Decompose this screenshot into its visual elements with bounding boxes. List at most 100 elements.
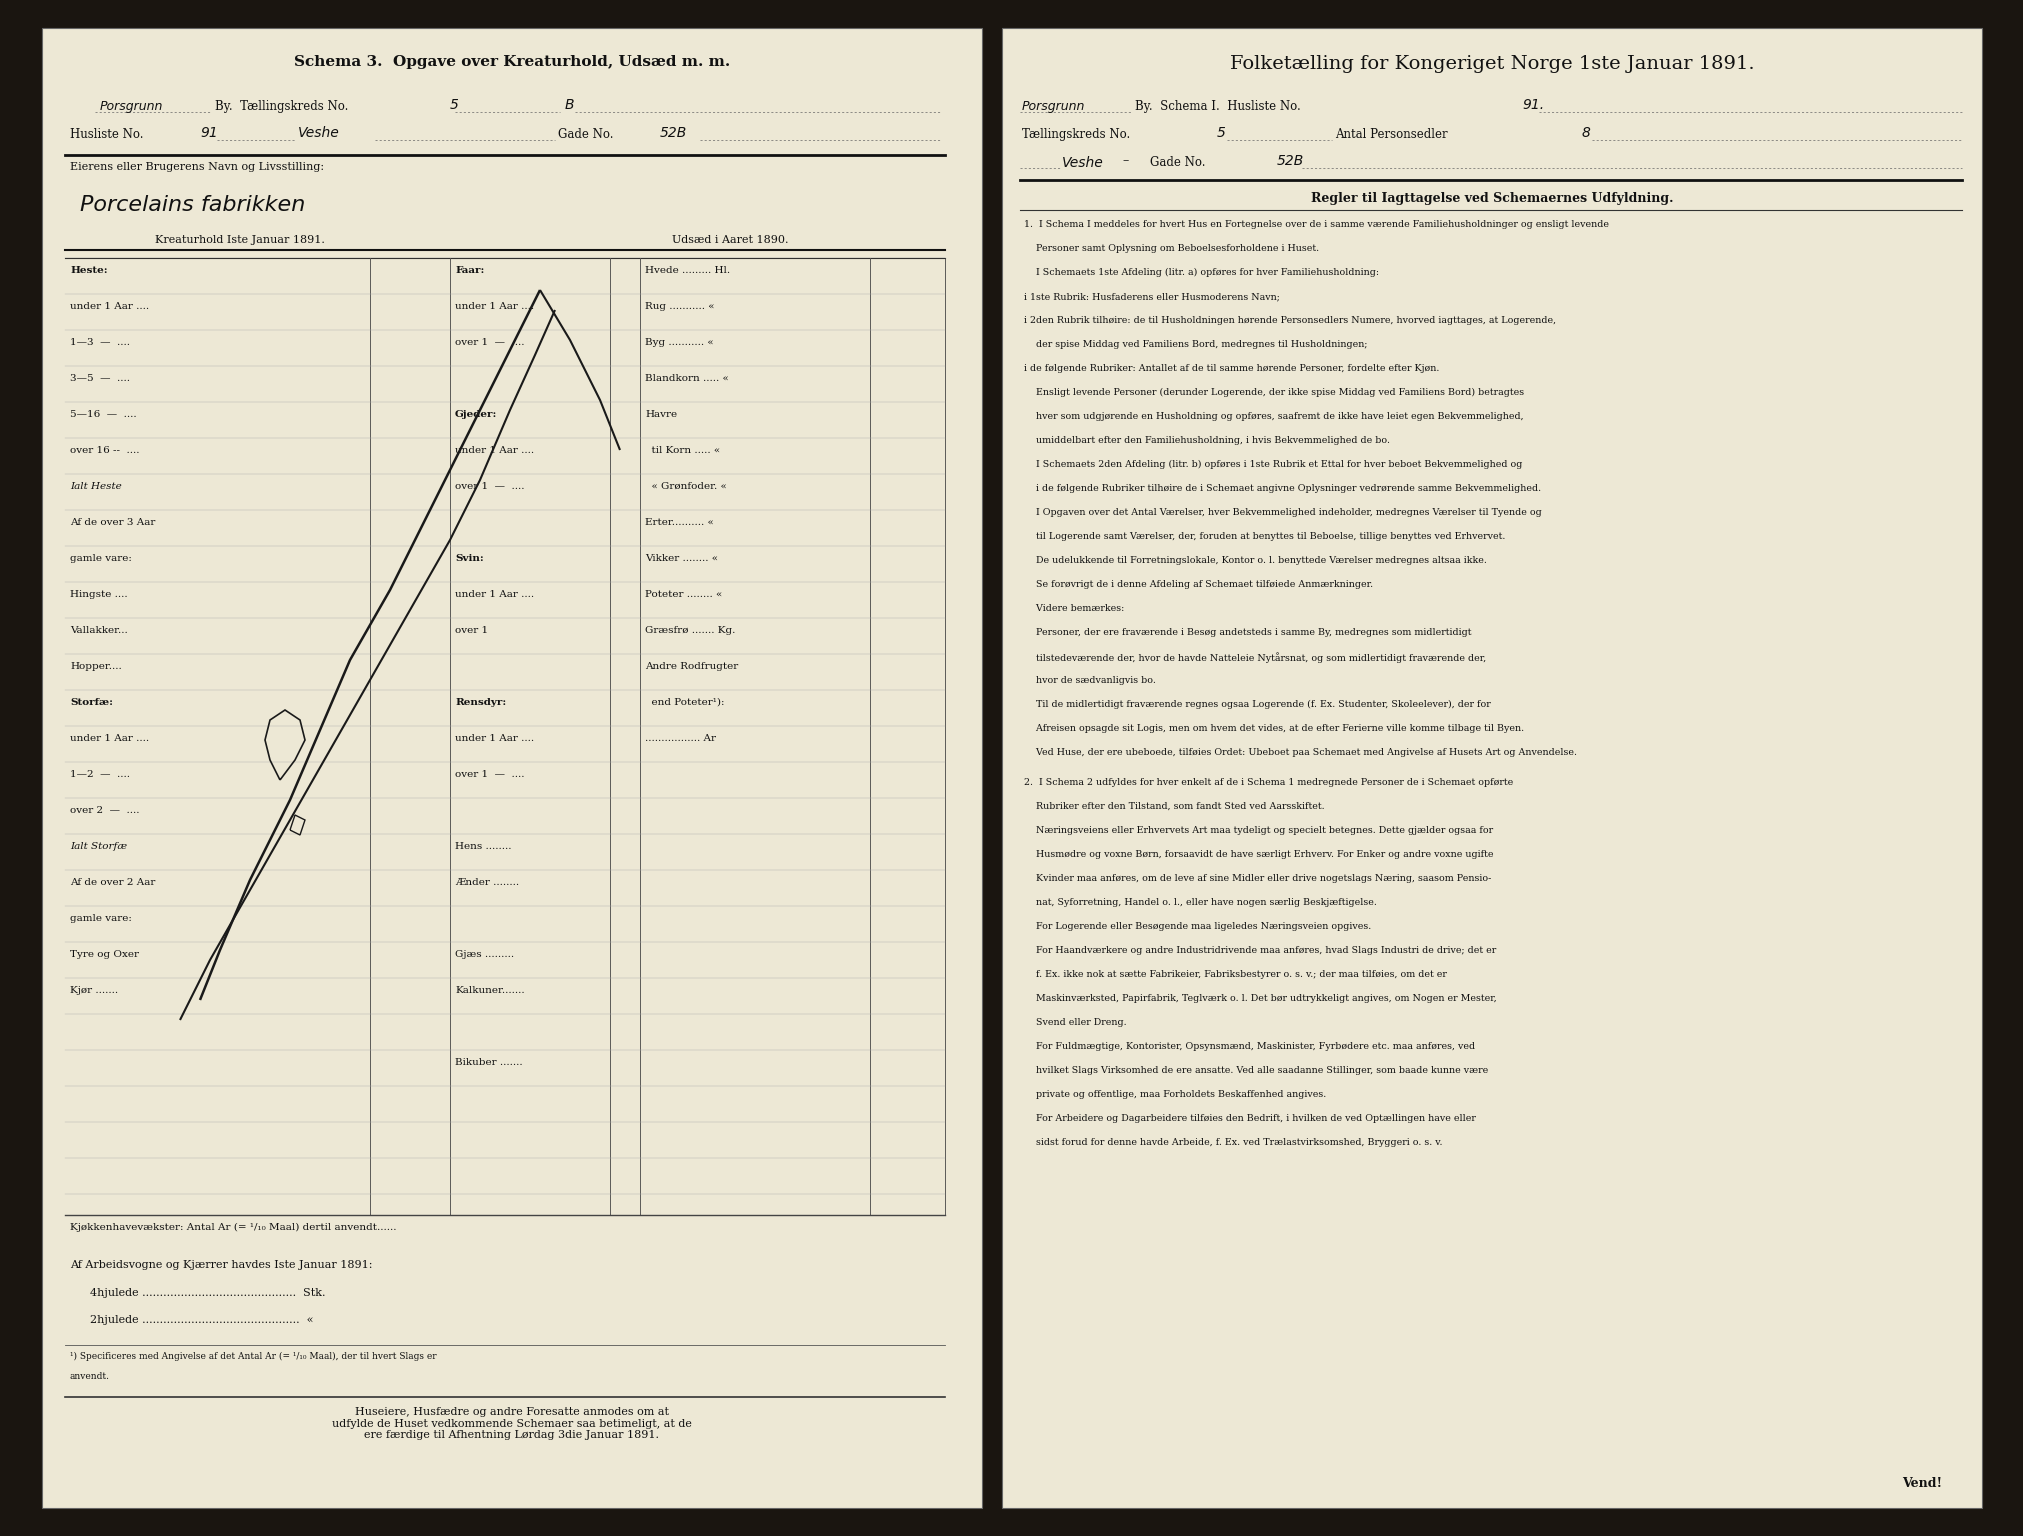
Text: ¹) Specificeres med Angivelse af det Antal Ar (= ¹/₁₀ Maal), der til hvert Slags: ¹) Specificeres med Angivelse af det Ant…: [71, 1352, 437, 1361]
Text: gamle vare:: gamle vare:: [71, 554, 131, 564]
Text: 4hjulede ............................................  Stk.: 4hjulede ...............................…: [89, 1289, 326, 1298]
Text: til Korn ..... «: til Korn ..... «: [645, 445, 720, 455]
Text: Tællingskreds No.: Tællingskreds No.: [1022, 127, 1129, 141]
Text: over 16 --  ....: over 16 -- ....: [71, 445, 140, 455]
Text: ................. Ar: ................. Ar: [645, 734, 716, 743]
Text: Schema 3.  Opgave over Kreaturhold, Udsæd m. m.: Schema 3. Opgave over Kreaturhold, Udsæd…: [293, 55, 730, 69]
Text: Se forøvrigt de i denne Afdeling af Schemaet tilføiede Anmærkninger.: Se forøvrigt de i denne Afdeling af Sche…: [1024, 581, 1372, 588]
Text: i de følgende Rubriker tilhøire de i Schemaet angivne Oplysninger vedrørende sam: i de følgende Rubriker tilhøire de i Sch…: [1024, 484, 1540, 493]
Text: Kreaturhold Iste Januar 1891.: Kreaturhold Iste Januar 1891.: [156, 235, 326, 246]
Text: Næringsveiens eller Erhvervets Art maa tydeligt og specielt betegnes. Dette gjæl: Næringsveiens eller Erhvervets Art maa t…: [1024, 826, 1493, 836]
Text: Blandkorn ..... «: Blandkorn ..... «: [645, 373, 728, 382]
Text: Ensligt levende Personer (derunder Logerende, der ikke spise Middag ved Familien: Ensligt levende Personer (derunder Loger…: [1024, 389, 1523, 398]
Text: I Schemaets 2den Afdeling (litr. b) opføres i 1ste Rubrik et Ettal for hver bebo: I Schemaets 2den Afdeling (litr. b) opfø…: [1024, 459, 1521, 468]
Text: Af de over 3 Aar: Af de over 3 Aar: [71, 518, 156, 527]
Text: 5: 5: [1216, 126, 1226, 140]
Text: Personer, der ere fraværende i Besøg andetsteds i samme By, medregnes som midler: Personer, der ere fraværende i Besøg and…: [1024, 628, 1471, 637]
Text: Huseiere, Husfædre og andre Foresatte anmodes om at
udfylde de Huset vedkommende: Huseiere, Husfædre og andre Foresatte an…: [332, 1407, 692, 1441]
Text: i de følgende Rubriker: Antallet af de til samme hørende Personer, fordelte efte: i de følgende Rubriker: Antallet af de t…: [1024, 364, 1438, 373]
Text: Til de midlertidigt fraværende regnes ogsaa Logerende (f. Ex. Studenter, Skoleel: Til de midlertidigt fraværende regnes og…: [1024, 700, 1491, 710]
Text: 2hjulede .............................................  «: 2hjulede ...............................…: [89, 1315, 314, 1326]
Text: over 2  —  ....: over 2 — ....: [71, 806, 140, 816]
Text: Hopper....: Hopper....: [71, 662, 121, 671]
Text: Poteter ........ «: Poteter ........ «: [645, 590, 722, 599]
Text: end Poteter¹):: end Poteter¹):: [645, 697, 724, 707]
Text: Veshe: Veshe: [1062, 157, 1103, 170]
Text: hvor de sædvanligvis bo.: hvor de sædvanligvis bo.: [1024, 676, 1155, 685]
Text: over 1  —  ....: over 1 — ....: [455, 770, 524, 779]
Text: Af Arbeidsvogne og Kjærrer havdes Iste Januar 1891:: Af Arbeidsvogne og Kjærrer havdes Iste J…: [71, 1260, 372, 1270]
Text: Svend eller Dreng.: Svend eller Dreng.: [1024, 1018, 1127, 1028]
Text: Havre: Havre: [645, 410, 678, 419]
Text: Andre Rodfrugter: Andre Rodfrugter: [645, 662, 738, 671]
Text: Porsgrunn: Porsgrunn: [1022, 100, 1084, 114]
Text: Heste:: Heste:: [71, 266, 107, 275]
Text: Byg ........... «: Byg ........... «: [645, 338, 714, 347]
Text: Svin:: Svin:: [455, 554, 483, 564]
Text: Porcelains fabrikken: Porcelains fabrikken: [81, 195, 305, 215]
Text: Erter.......... «: Erter.......... «: [645, 518, 714, 527]
Text: Gade No.: Gade No.: [1149, 157, 1206, 169]
Text: Ænder ........: Ænder ........: [455, 879, 518, 886]
Text: Faar:: Faar:: [455, 266, 483, 275]
Text: under 1 Aar ....: under 1 Aar ....: [71, 734, 150, 743]
Text: I Schemaets 1ste Afdeling (litr. a) opføres for hver Familiehusholdning:: I Schemaets 1ste Afdeling (litr. a) opfø…: [1024, 267, 1378, 276]
Text: For Haandværkere og andre Industridrivende maa anføres, hvad Slags Industri de d: For Haandværkere og andre Industridriven…: [1024, 946, 1495, 955]
Text: Eierens eller Brugerens Navn og Livsstilling:: Eierens eller Brugerens Navn og Livsstil…: [71, 161, 324, 172]
Text: f. Ex. ikke nok at sætte Fabrikeier, Fabriksbestyrer o. s. v.; der maa tilføies,: f. Ex. ikke nok at sætte Fabrikeier, Fab…: [1024, 971, 1446, 978]
Text: By.  Schema I.  Husliste No.: By. Schema I. Husliste No.: [1135, 100, 1301, 114]
Text: 1—3  —  ....: 1—3 — ....: [71, 338, 129, 347]
Text: Gjeder:: Gjeder:: [455, 410, 498, 419]
Text: Kjør .......: Kjør .......: [71, 986, 117, 995]
Text: 3—5  —  ....: 3—5 — ....: [71, 373, 129, 382]
Text: 1—2  —  ....: 1—2 — ....: [71, 770, 129, 779]
Text: Kjøkkenhavevækster: Antal Ar (= ¹/₁₀ Maal) dertil anvendt......: Kjøkkenhavevækster: Antal Ar (= ¹/₁₀ Maa…: [71, 1223, 397, 1232]
Text: Husmødre og voxne Børn, forsaavidt de have særligt Erhverv. For Enker og andre v: Husmødre og voxne Børn, forsaavidt de ha…: [1024, 849, 1493, 859]
Text: Husliste No.: Husliste No.: [71, 127, 144, 141]
Text: Rensdyr:: Rensdyr:: [455, 697, 506, 707]
Text: Regler til Iagttagelse ved Schemaernes Udfyldning.: Regler til Iagttagelse ved Schemaernes U…: [1311, 192, 1673, 204]
Text: Antal Personsedler: Antal Personsedler: [1335, 127, 1446, 141]
Text: For Fuldmægtige, Kontorister, Opsynsmænd, Maskinister, Fyrbødere etc. maa anføre: For Fuldmægtige, Kontorister, Opsynsmænd…: [1024, 1041, 1475, 1051]
Text: B: B: [564, 98, 575, 112]
Text: private og offentlige, maa Forholdets Beskaffenhed angives.: private og offentlige, maa Forholdets Be…: [1024, 1091, 1325, 1098]
Text: 5: 5: [449, 98, 459, 112]
Text: Ved Huse, der ere ubeboede, tilføies Ordet: Ubeboet paa Schemaet med Angivelse a: Ved Huse, der ere ubeboede, tilføies Ord…: [1024, 748, 1576, 757]
Text: –: –: [1121, 154, 1127, 167]
Text: 52B: 52B: [1277, 154, 1303, 167]
Text: hver som udgjørende en Husholdning og opføres, saafremt de ikke have leiet egen : hver som udgjørende en Husholdning og op…: [1024, 412, 1523, 421]
Text: By.  Tællingskreds No.: By. Tællingskreds No.: [214, 100, 348, 114]
Text: Rubriker efter den Tilstand, som fandt Sted ved Aarsskiftet.: Rubriker efter den Tilstand, som fandt S…: [1024, 802, 1323, 811]
Text: hvilket Slags Virksomhed de ere ansatte. Ved alle saadanne Stillinger, som baade: hvilket Slags Virksomhed de ere ansatte.…: [1024, 1066, 1487, 1075]
Text: Gjæs .........: Gjæs .........: [455, 949, 514, 958]
Text: Af de over 2 Aar: Af de over 2 Aar: [71, 879, 156, 886]
Text: Hingste ....: Hingste ....: [71, 590, 127, 599]
Text: nat, Syforretning, Handel o. l., eller have nogen særlig Beskjæftigelse.: nat, Syforretning, Handel o. l., eller h…: [1024, 899, 1376, 906]
Text: 8: 8: [1582, 126, 1590, 140]
Text: 52B: 52B: [659, 126, 688, 140]
Text: under 1 Aar ....: under 1 Aar ....: [71, 303, 150, 310]
Text: tilstedeværende der, hvor de havde Natteleie Nytårsnat, og som midlertidigt frav: tilstedeværende der, hvor de havde Natte…: [1024, 651, 1485, 662]
Text: sidst forud for denne havde Arbeide, f. Ex. ved Trælastvirksomshed, Bryggeri o. : sidst forud for denne havde Arbeide, f. …: [1024, 1138, 1442, 1147]
Text: under 1 Aar ....: under 1 Aar ....: [455, 445, 534, 455]
Text: 91: 91: [200, 126, 218, 140]
Text: over 1  —  ....: over 1 — ....: [455, 338, 524, 347]
Text: For Arbeidere og Dagarbeidere tilføies den Bedrift, i hvilken de ved Optællingen: For Arbeidere og Dagarbeidere tilføies d…: [1024, 1114, 1475, 1123]
Text: Vend!: Vend!: [1902, 1478, 1940, 1490]
Text: Tyre og Oxer: Tyre og Oxer: [71, 949, 140, 958]
Text: Vikker ........ «: Vikker ........ «: [645, 554, 718, 564]
Text: 2.  I Schema 2 udfyldes for hver enkelt af de i Schema 1 medregnede Personer de : 2. I Schema 2 udfyldes for hver enkelt a…: [1024, 779, 1513, 786]
Text: umiddelbart efter den Familiehusholdning, i hvis Bekvemmelighed de bo.: umiddelbart efter den Familiehusholdning…: [1024, 436, 1390, 445]
Text: « Grønfoder. «: « Grønfoder. «: [645, 482, 726, 492]
Text: i 1ste Rubrik: Husfaderens eller Husmoderens Navn;: i 1ste Rubrik: Husfaderens eller Husmode…: [1024, 292, 1279, 301]
Text: Hvede ......... Hl.: Hvede ......... Hl.: [645, 266, 730, 275]
Text: Ialt Heste: Ialt Heste: [71, 482, 121, 492]
Text: Kalkuner.......: Kalkuner.......: [455, 986, 524, 995]
Text: i 2den Rubrik tilhøire: de til Husholdningen hørende Personsedlers Numere, hvorv: i 2den Rubrik tilhøire: de til Husholdni…: [1024, 316, 1556, 326]
Text: Personer samt Oplysning om Beboelsesforholdene i Huset.: Personer samt Oplysning om Beboelsesforh…: [1024, 244, 1319, 253]
Text: Storfæ:: Storfæ:: [71, 697, 113, 707]
Text: Gade No.: Gade No.: [558, 127, 613, 141]
Text: Bikuber .......: Bikuber .......: [455, 1058, 522, 1068]
Text: gamle vare:: gamle vare:: [71, 914, 131, 923]
Text: til Logerende samt Værelser, der, foruden at benyttes til Beboelse, tillige beny: til Logerende samt Værelser, der, forude…: [1024, 531, 1505, 541]
